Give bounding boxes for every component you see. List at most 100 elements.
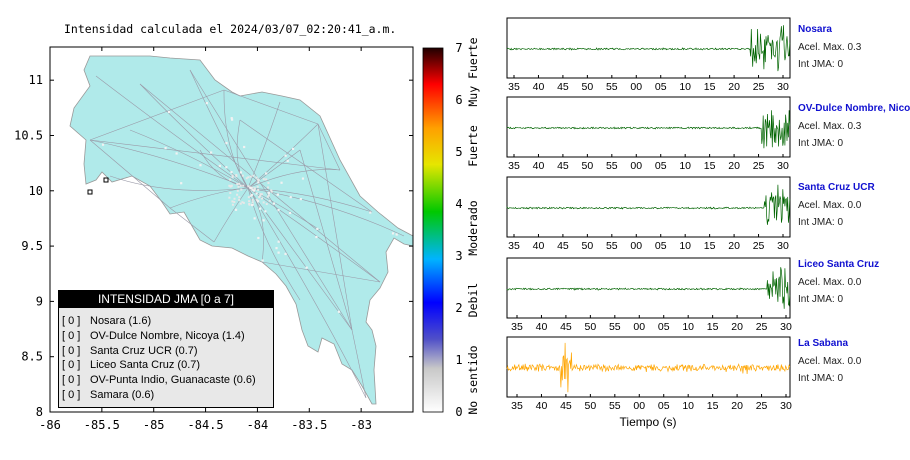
town-marker bbox=[289, 196, 292, 199]
road bbox=[261, 261, 381, 283]
seismogram-tick-label: 40 bbox=[536, 321, 548, 333]
town-marker bbox=[239, 171, 242, 174]
town-marker bbox=[391, 232, 395, 235]
colorbar-tick-label: 3 bbox=[455, 249, 462, 263]
town-marker bbox=[305, 266, 308, 269]
map-x-tick-label: -85.5 bbox=[84, 418, 120, 432]
map-axes: -86 -85.5 -85 -84.5 -84 -83.5 -83 8 8.5 9 9.5 10 10.… bbox=[14, 47, 413, 432]
colorbar-class-label: No sentido bbox=[466, 345, 480, 414]
town-marker bbox=[259, 194, 262, 197]
legend-jma: [ 0 ] bbox=[62, 388, 81, 401]
town-marker bbox=[337, 310, 341, 313]
legend-item: [ 0 ] Santa Cruz UCR (0.7) bbox=[62, 344, 273, 359]
town-marker bbox=[261, 259, 264, 262]
town-marker bbox=[242, 201, 245, 204]
town-marker bbox=[230, 171, 233, 174]
town-marker bbox=[210, 151, 213, 154]
town-marker bbox=[268, 199, 271, 202]
seismogram-tick-label: 35 bbox=[508, 240, 520, 252]
town-marker bbox=[251, 186, 254, 189]
seismogram-tick-label: 10 bbox=[682, 400, 694, 412]
seismogram-frame bbox=[506, 17, 791, 79]
town-marker bbox=[272, 202, 276, 205]
legend-jma: [ 0 ] bbox=[62, 329, 81, 342]
town-marker bbox=[288, 211, 292, 215]
seismogram-trace bbox=[506, 25, 791, 72]
colorbar-class-label: Fuerte bbox=[466, 125, 480, 167]
colorbar-class-label: Debil bbox=[466, 283, 480, 318]
station-info-santa-cruz-ucr: Santa Cruz UCR Acel. Max. 0.0 Int JMA: 0 bbox=[798, 182, 875, 230]
road bbox=[247, 169, 341, 189]
town-marker bbox=[247, 185, 250, 188]
station-acel: Acel. Max. 0.0 bbox=[798, 200, 862, 211]
town-marker bbox=[229, 178, 232, 181]
legend-label: Samara (0.6) bbox=[90, 388, 155, 401]
seismogram-tick-label: 30 bbox=[780, 321, 792, 333]
town-marker bbox=[267, 194, 270, 197]
town-marker bbox=[235, 174, 238, 177]
seismogram-tick-label: 25 bbox=[753, 81, 765, 93]
town-marker bbox=[251, 201, 254, 204]
town-marker bbox=[205, 102, 208, 105]
seismogram-tick-label: 55 bbox=[606, 81, 618, 93]
town-marker bbox=[262, 219, 265, 222]
town-marker bbox=[255, 192, 258, 195]
town-marker bbox=[252, 174, 255, 177]
seismogram-frame bbox=[506, 257, 791, 319]
road bbox=[189, 69, 353, 331]
town-marker bbox=[257, 181, 260, 184]
map-y-tick-label: 10 bbox=[29, 184, 43, 198]
legend-label: Santa Cruz UCR (0.7) bbox=[90, 344, 198, 357]
colorbar-tick-label: 5 bbox=[455, 145, 462, 159]
legend-label: Nosara (1.6) bbox=[90, 315, 152, 327]
map-y-tick-label: 8.5 bbox=[21, 350, 43, 364]
station-jma: Int JMA: 0 bbox=[798, 294, 844, 305]
map-y-tick-label: 11 bbox=[29, 73, 43, 87]
map-x-tick-label: -83 bbox=[350, 418, 372, 432]
colorbar-tick-label: 6 bbox=[455, 93, 462, 107]
map-y-tick-label: 9.5 bbox=[21, 239, 43, 253]
town-marker bbox=[275, 247, 278, 250]
town-marker bbox=[238, 196, 241, 199]
town-marker bbox=[251, 198, 254, 201]
road bbox=[351, 329, 367, 399]
town-marker bbox=[231, 203, 234, 206]
town-marker bbox=[239, 184, 242, 187]
town-marker bbox=[101, 143, 105, 146]
colorbar-class-label: Moderado bbox=[466, 200, 480, 255]
town-marker bbox=[231, 200, 234, 203]
town-marker bbox=[258, 207, 262, 210]
colorbar-tick-label: 0 bbox=[455, 405, 462, 419]
road bbox=[129, 129, 249, 189]
seismogram-tick-label: 10 bbox=[679, 240, 691, 252]
town-marker bbox=[243, 145, 246, 149]
colorbar-tick-label: 7 bbox=[455, 41, 462, 55]
road bbox=[223, 89, 319, 125]
road bbox=[139, 83, 381, 283]
road bbox=[236, 119, 249, 189]
seismogram-tick-label: 45 bbox=[557, 240, 569, 252]
map-title: Intensidad calculada el 2024/03/07_02:20… bbox=[64, 22, 397, 36]
seismogram-tick-label: 15 bbox=[704, 81, 716, 93]
road bbox=[109, 175, 249, 191]
seismogram-tick-label: 45 bbox=[560, 400, 572, 412]
town-marker bbox=[284, 154, 287, 157]
town-marker bbox=[257, 188, 260, 191]
seismogram-tick-label: 00 bbox=[630, 81, 642, 93]
seismogram-tick-label: 35 bbox=[508, 81, 520, 93]
seismogram-tick-label: 15 bbox=[704, 240, 716, 252]
town-marker bbox=[218, 164, 221, 168]
seismogram-tick-label: 15 bbox=[707, 321, 719, 333]
town-marker bbox=[277, 240, 280, 243]
colorbar: 0 1 2 3 4 5 6 7 No sentido Debil Moderado Fuerte Muy… bbox=[422, 37, 480, 419]
station-info-nosara: Nosara Acel. Max. 0.3 Int JMA: 0 bbox=[798, 24, 861, 72]
seismogram-tick-label: 45 bbox=[560, 321, 572, 333]
town-marker bbox=[251, 203, 254, 207]
seismogram-tick-label: 05 bbox=[658, 400, 670, 412]
town-marker bbox=[199, 164, 202, 167]
seismogram-tick-label: 55 bbox=[606, 160, 618, 172]
seismogram-panel: 35 40 45 50 55 00 05 10 15 20 25 30 bbox=[506, 257, 792, 333]
seismogram-panel: 35 40 45 50 55 00 05 10 15 20 25 30 bbox=[506, 96, 791, 172]
legend-jma: [ 0 ] bbox=[62, 315, 81, 327]
station-jma: Int JMA: 0 bbox=[798, 138, 844, 149]
